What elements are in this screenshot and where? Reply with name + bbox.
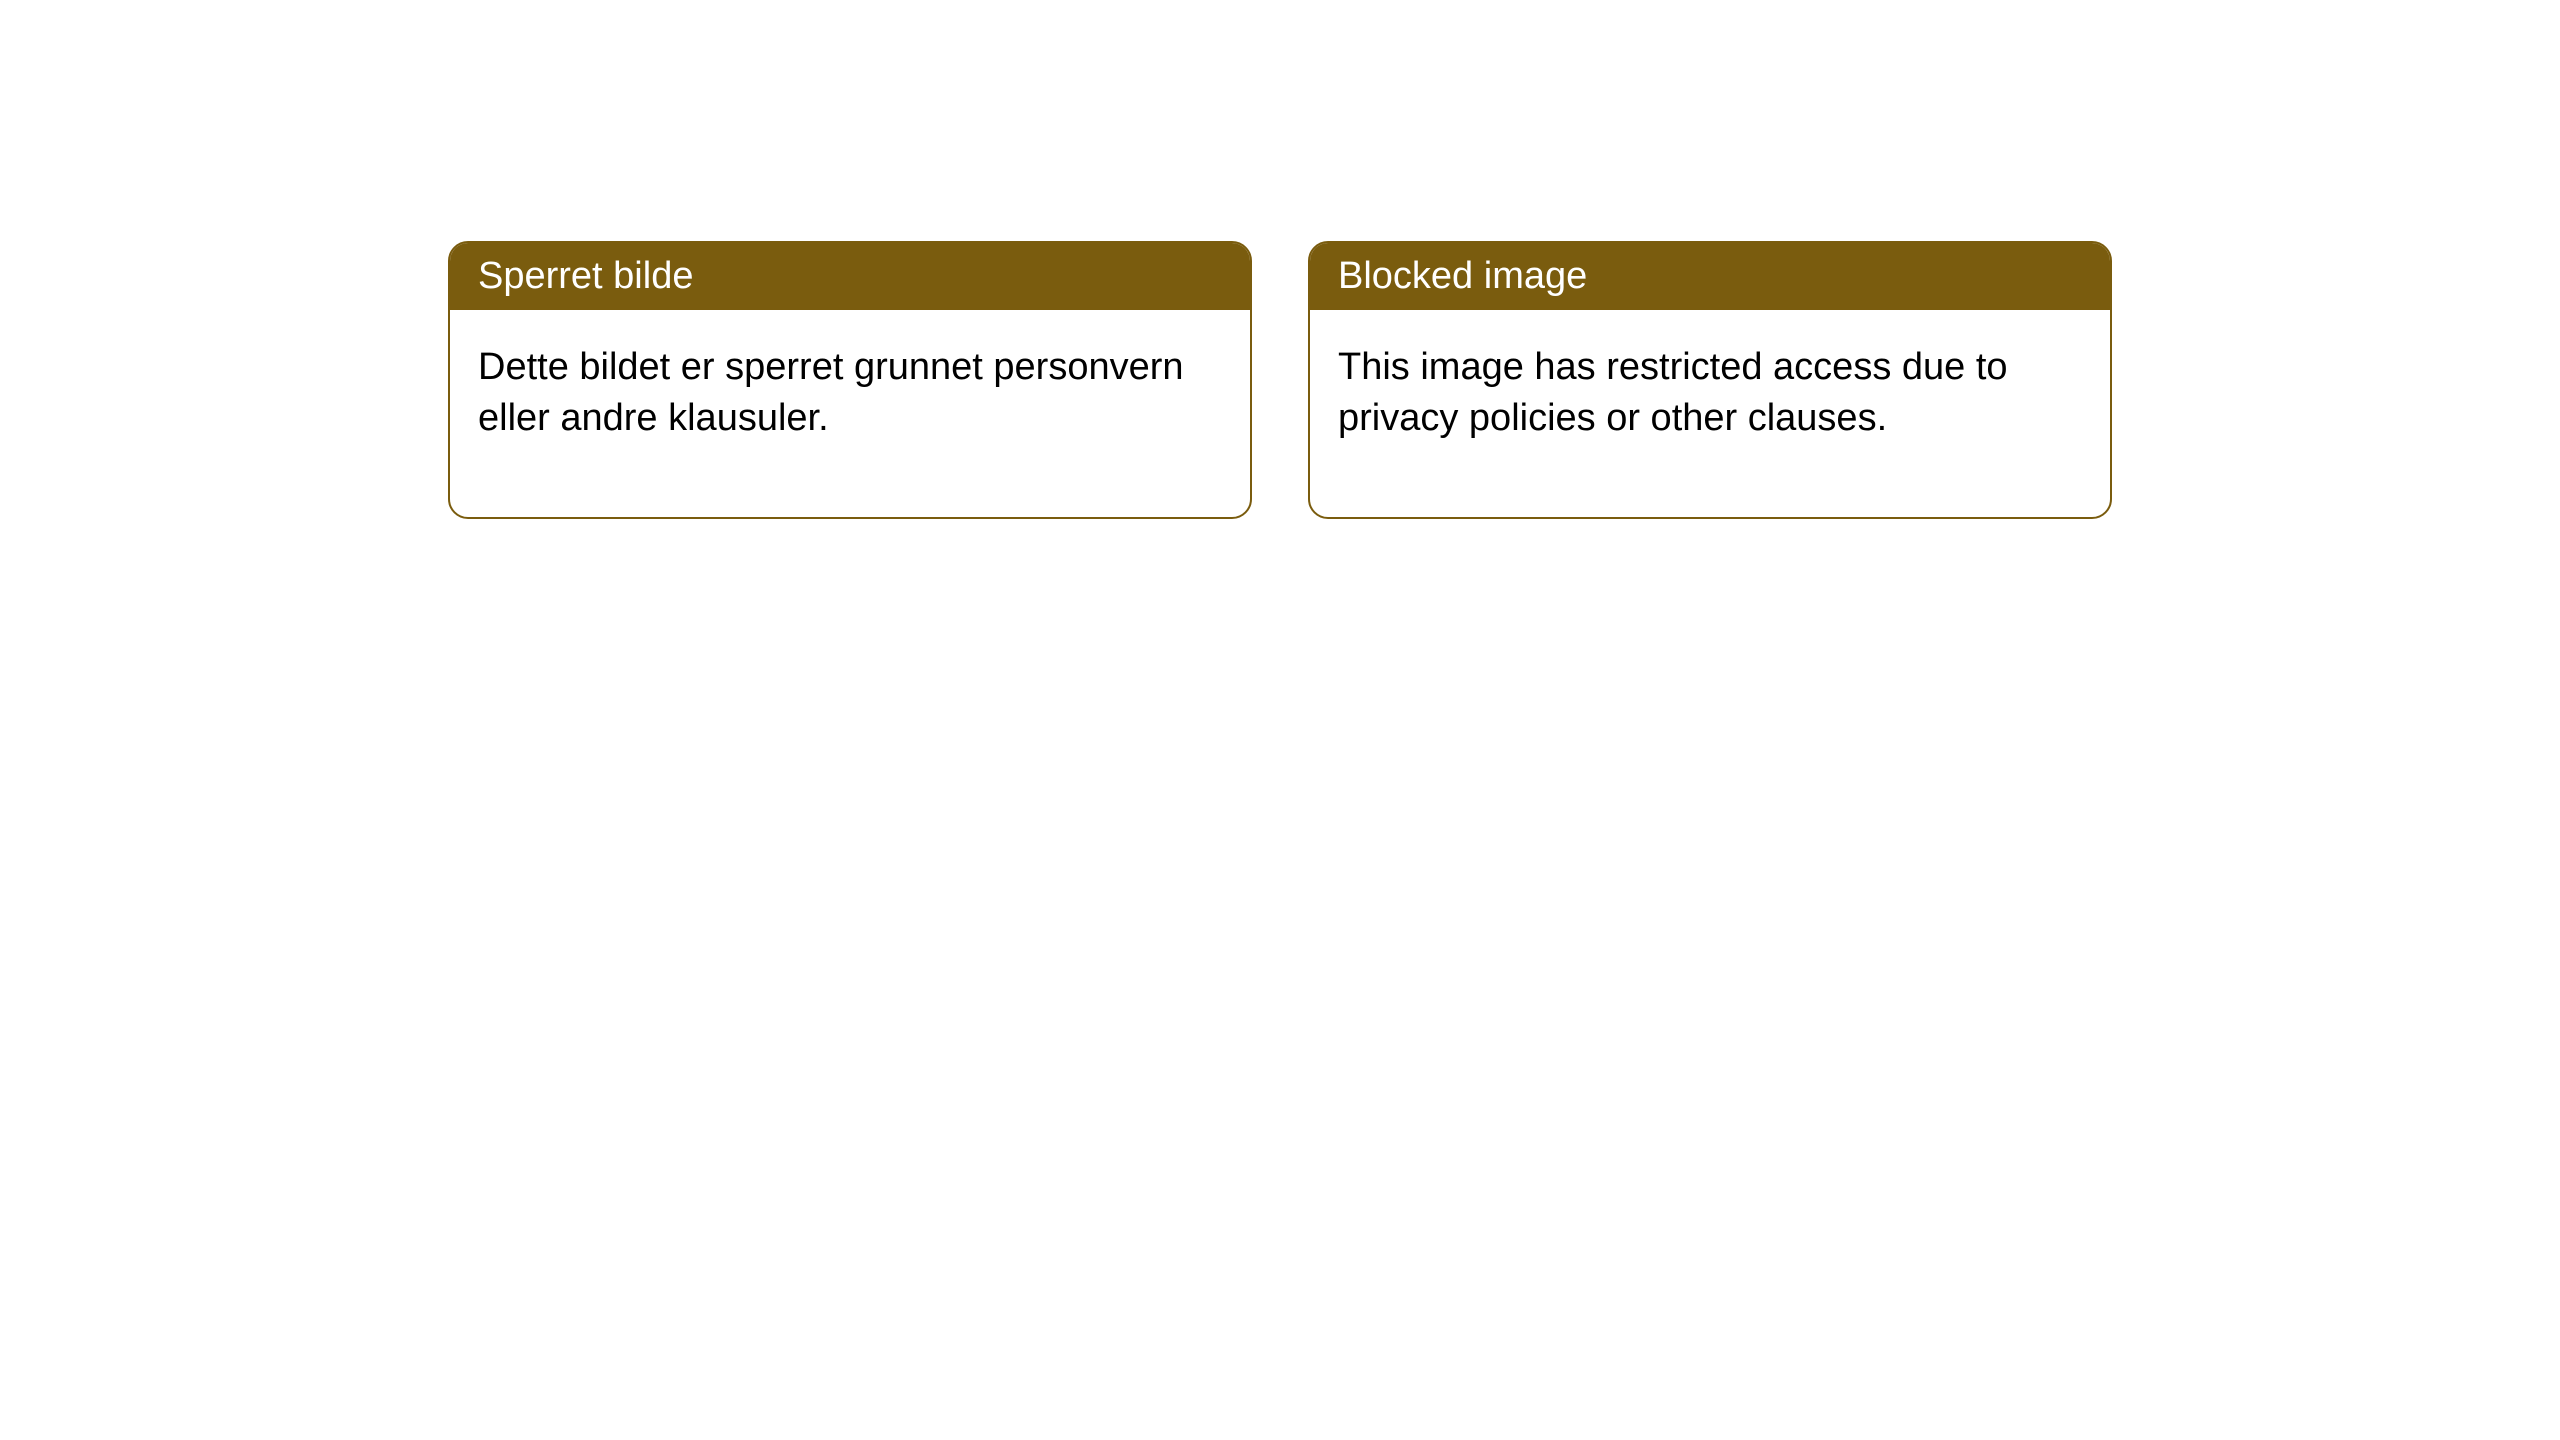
notice-header-text: Sperret bilde xyxy=(478,255,693,297)
notice-header-english: Blocked image xyxy=(1310,243,2110,310)
notice-body-norwegian: Dette bildet er sperret grunnet personve… xyxy=(450,310,1250,517)
notice-header-norwegian: Sperret bilde xyxy=(450,243,1250,310)
notice-card-norwegian: Sperret bilde Dette bildet er sperret gr… xyxy=(448,241,1252,519)
notice-header-text: Blocked image xyxy=(1338,255,1587,297)
notice-body-english: This image has restricted access due to … xyxy=(1310,310,2110,517)
notice-container: Sperret bilde Dette bildet er sperret gr… xyxy=(448,241,2112,519)
notice-body-text: Dette bildet er sperret grunnet personve… xyxy=(478,346,1184,439)
notice-body-text: This image has restricted access due to … xyxy=(1338,346,2008,439)
notice-card-english: Blocked image This image has restricted … xyxy=(1308,241,2112,519)
